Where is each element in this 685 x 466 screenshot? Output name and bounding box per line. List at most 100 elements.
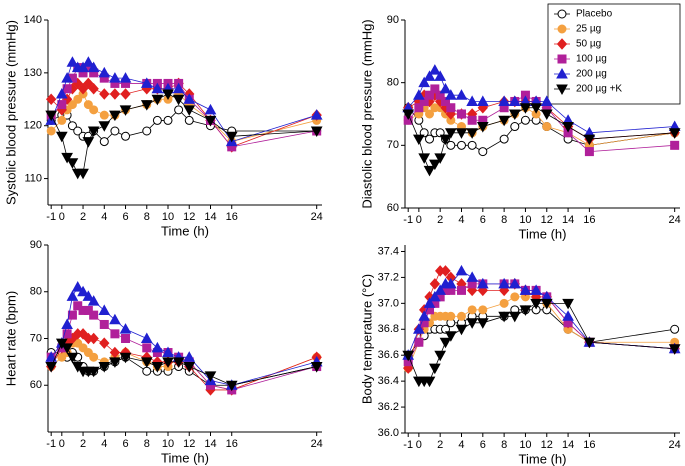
x-tick-label: 12: [541, 439, 553, 451]
marker: [151, 362, 164, 373]
y-tick-label: 60: [387, 202, 399, 214]
marker: [519, 103, 532, 114]
y-axis-title: Heart rate (bpm): [3, 291, 18, 386]
y-tick-label: 36.0: [378, 427, 399, 439]
x-tick-label: -1: [46, 438, 56, 450]
marker: [77, 82, 89, 95]
x-tick-label: 14: [204, 438, 216, 450]
marker: [140, 332, 153, 343]
y-tick-label: 60: [30, 379, 42, 391]
marker: [530, 103, 542, 114]
marker: [87, 61, 100, 73]
x-tick-label: 6: [480, 439, 486, 451]
marker: [508, 311, 521, 323]
marker: [455, 89, 468, 100]
x-tick-label: 4: [101, 211, 107, 223]
x-axis-title: Time (h): [161, 450, 209, 465]
marker: [428, 363, 441, 375]
marker: [172, 94, 185, 106]
x-tick-label: 8: [144, 438, 150, 450]
y-tick-label: 90: [387, 14, 399, 26]
marker: [466, 95, 479, 106]
marker: [184, 115, 194, 125]
y-tick-label: 36.6: [378, 349, 399, 361]
marker: [423, 165, 436, 177]
legend-marker: [557, 54, 567, 64]
marker: [109, 88, 121, 100]
marker: [439, 337, 452, 349]
marker: [508, 277, 521, 289]
marker: [434, 284, 447, 295]
legend-label: 100 µg: [576, 54, 607, 65]
y-tick-label: 140: [24, 14, 42, 26]
marker: [499, 298, 509, 308]
marker: [83, 100, 93, 110]
marker: [87, 295, 100, 306]
marker: [67, 100, 77, 110]
x-tick-label: 6: [122, 211, 128, 223]
marker: [423, 376, 436, 388]
marker: [140, 100, 153, 111]
marker: [519, 305, 532, 316]
marker: [82, 137, 95, 148]
marker: [109, 357, 121, 368]
x-tick-label: 12: [183, 211, 195, 223]
marker: [423, 297, 436, 308]
marker: [87, 126, 100, 138]
marker: [530, 298, 542, 310]
x-tick-label: 0: [59, 211, 65, 223]
marker: [498, 277, 510, 289]
marker: [73, 94, 83, 104]
legend-marker: [556, 67, 568, 79]
marker: [425, 109, 435, 119]
legend-marker: [557, 9, 567, 19]
marker: [121, 334, 131, 343]
marker: [62, 84, 72, 94]
marker: [82, 56, 95, 67]
marker: [668, 128, 681, 139]
marker: [440, 265, 451, 277]
legend-label: 50 µg: [576, 39, 601, 50]
marker: [508, 109, 521, 121]
x-tick-label: 10: [162, 438, 174, 450]
marker: [55, 131, 68, 143]
marker: [540, 95, 553, 106]
legend-label: 25 µg: [576, 24, 601, 35]
marker: [425, 90, 435, 100]
marker: [82, 290, 95, 301]
marker: [466, 128, 479, 139]
x-tick-label: 0: [416, 214, 422, 226]
marker: [172, 82, 185, 94]
marker: [583, 337, 596, 349]
y-axis-title: Body temperature (°C): [359, 274, 374, 404]
x-tick-label: 2: [80, 438, 86, 450]
marker: [413, 89, 425, 100]
marker: [519, 284, 532, 295]
marker: [163, 115, 173, 125]
marker: [99, 337, 110, 349]
marker: [530, 284, 542, 295]
marker: [429, 278, 441, 290]
marker: [467, 140, 477, 150]
marker: [119, 352, 132, 364]
marker: [562, 122, 574, 133]
marker: [71, 281, 84, 292]
marker: [423, 70, 436, 81]
marker: [428, 290, 441, 302]
x-tick-label: 4: [458, 214, 464, 226]
marker: [99, 137, 109, 147]
marker: [670, 324, 680, 334]
x-tick-label: 6: [480, 214, 486, 226]
marker: [456, 285, 466, 295]
marker: [98, 121, 111, 132]
x-tick-label: 4: [101, 438, 107, 450]
marker: [510, 292, 520, 302]
marker: [441, 96, 451, 106]
marker: [61, 72, 73, 83]
x-tick-label: 8: [144, 211, 150, 223]
marker: [434, 70, 447, 81]
x-tick-label: 16: [226, 211, 238, 223]
marker: [66, 56, 79, 67]
marker: [418, 76, 431, 88]
